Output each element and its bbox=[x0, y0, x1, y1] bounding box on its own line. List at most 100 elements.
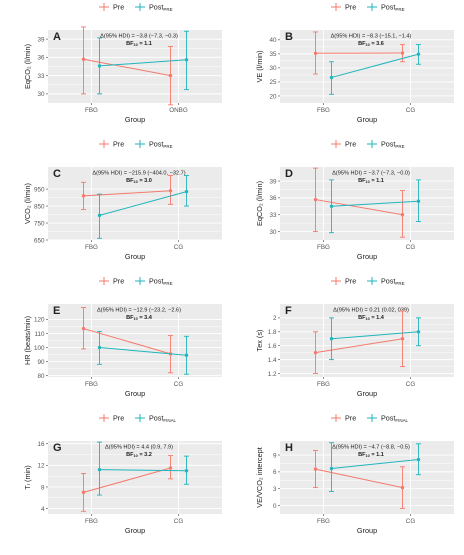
x-tick-label: FBG bbox=[85, 381, 98, 388]
legend-post-base: Post bbox=[381, 140, 395, 149]
y-tick-label: 40 bbox=[269, 37, 277, 44]
x-tick-label: FBG bbox=[317, 107, 330, 114]
legend-post-base: Post bbox=[149, 140, 163, 149]
x-axis-title: Group bbox=[125, 389, 145, 398]
plot-background bbox=[280, 30, 454, 103]
legend-post-sub: PRE bbox=[163, 7, 172, 12]
panel-letter: G bbox=[53, 442, 62, 454]
x-tick-label: CG bbox=[406, 244, 416, 251]
stat-hdi-text: Δ(95% HDI) = 0.21 (0.02, 039) bbox=[333, 308, 409, 314]
data-point-post bbox=[417, 330, 420, 333]
legend-post-label: PostFINAL bbox=[149, 414, 177, 424]
data-point-pre bbox=[314, 198, 317, 201]
y-tick-label: 1.8 bbox=[268, 329, 277, 336]
plot-background bbox=[280, 167, 454, 240]
data-point-pre bbox=[82, 58, 85, 61]
y-tick-label: 0 bbox=[273, 503, 277, 510]
y-tick-label: 36 bbox=[269, 195, 277, 202]
data-point-post bbox=[417, 200, 420, 203]
panel-B: Pre PostPRE Δ(95% HDI) = −8.3 (−15.1, −1.4… bbox=[255, 3, 454, 124]
y-axis-title: EqCO₂ (l/min) bbox=[23, 44, 32, 89]
legend-pre-label: Pre bbox=[113, 3, 124, 12]
legend-post-label: PostFINAL bbox=[381, 414, 409, 424]
x-axis-title: Group bbox=[357, 252, 377, 261]
data-point-post bbox=[330, 205, 333, 208]
plot-background bbox=[280, 304, 454, 377]
stat-bf-text: BF10 = 3.0 bbox=[126, 178, 152, 184]
legend-post-sub: PRE bbox=[395, 281, 404, 286]
data-point-post bbox=[330, 337, 333, 340]
x-axis-title: Group bbox=[125, 115, 145, 124]
plot-background bbox=[48, 167, 222, 240]
stat-hdi-text: Δ(95% HDI) = −4.7 (−8.8, −0.5) bbox=[332, 445, 410, 451]
y-tick-label: 950 bbox=[34, 186, 45, 193]
data-point-pre bbox=[82, 327, 85, 330]
panel-letter: A bbox=[53, 31, 61, 43]
legend-pre-label: Pre bbox=[345, 3, 356, 12]
stat-bf-text: BF10 = 3.4 bbox=[126, 315, 153, 321]
x-tick-label: CG bbox=[174, 518, 184, 525]
x-tick-label: FBG bbox=[317, 381, 330, 388]
stat-hdi-text: Δ(95% HDI) = −8.3 (−15.1, −1.4) bbox=[331, 34, 412, 40]
y-tick-label: 4 bbox=[41, 506, 45, 513]
legend-post-sub: FINAL bbox=[163, 418, 176, 423]
legend-post-base: Post bbox=[381, 3, 395, 12]
x-tick-label: FBG bbox=[85, 107, 98, 114]
stat-bf-text: BF10 = 1.1 bbox=[358, 178, 384, 184]
x-tick-label: FBG bbox=[317, 518, 330, 525]
panel-letter: H bbox=[285, 442, 293, 454]
legend-post-sub: PRE bbox=[395, 7, 404, 12]
y-tick-label: 8 bbox=[41, 484, 45, 491]
y-tick-label: 25 bbox=[269, 79, 277, 86]
y-axis-title: VCO₂ (l/min) bbox=[23, 183, 32, 224]
legend-post-sub: PRE bbox=[395, 144, 404, 149]
plot-background bbox=[280, 441, 454, 514]
panel-letter: B bbox=[285, 31, 293, 43]
x-axis-title: Group bbox=[357, 115, 377, 124]
y-tick-label: 80 bbox=[37, 373, 45, 380]
y-tick-label: 650 bbox=[34, 237, 45, 244]
y-tick-label: 3 bbox=[273, 486, 277, 493]
y-tick-label: 100 bbox=[34, 345, 45, 352]
data-point-post bbox=[185, 469, 188, 472]
stat-hdi-text: Δ(95% HDI) = −3.7 (−7.3, −0.0) bbox=[332, 171, 410, 177]
y-tick-label: 1.6 bbox=[268, 343, 277, 350]
data-point-pre bbox=[314, 52, 317, 55]
stat-hdi-text: Δ(95% HDI) = −12.9 (−23.2, −2.6) bbox=[97, 308, 181, 314]
legend-post-base: Post bbox=[381, 414, 395, 423]
data-point-pre bbox=[82, 194, 85, 197]
x-axis-title: Group bbox=[125, 526, 145, 535]
bf-value: = 3.0 bbox=[138, 178, 152, 184]
bf-value: = 3.6 bbox=[370, 41, 384, 47]
y-tick-label: 39 bbox=[37, 36, 45, 43]
data-point-pre bbox=[401, 213, 404, 216]
x-tick-label: CG bbox=[174, 244, 184, 251]
y-tick-label: 30 bbox=[269, 65, 277, 72]
stat-bf-text: BF10 = 3.6 bbox=[358, 41, 384, 47]
data-point-pre bbox=[401, 337, 404, 340]
data-point-pre bbox=[169, 74, 172, 77]
bf-value: = 1.1 bbox=[370, 452, 384, 458]
data-point-pre bbox=[169, 466, 172, 469]
data-point-post bbox=[330, 467, 333, 470]
data-point-post bbox=[185, 58, 188, 61]
y-tick-label: 30 bbox=[37, 91, 45, 98]
y-tick-label: 12 bbox=[37, 463, 45, 470]
legend-pre-label: Pre bbox=[113, 140, 124, 149]
bf-value: = 1.4 bbox=[370, 315, 385, 321]
data-point-post bbox=[98, 468, 101, 471]
stat-hdi-text: Δ(95% HDI) = −3.8 (−7.3, −0.3) bbox=[100, 34, 178, 40]
y-tick-label: 33 bbox=[269, 212, 277, 219]
y-axis-title: VE/VCO₂ intercept bbox=[255, 447, 264, 507]
stat-hdi-text: Δ(95% HDI) = 4.4 (0.9, 7.9) bbox=[105, 445, 173, 451]
legend-post-base: Post bbox=[149, 277, 163, 286]
